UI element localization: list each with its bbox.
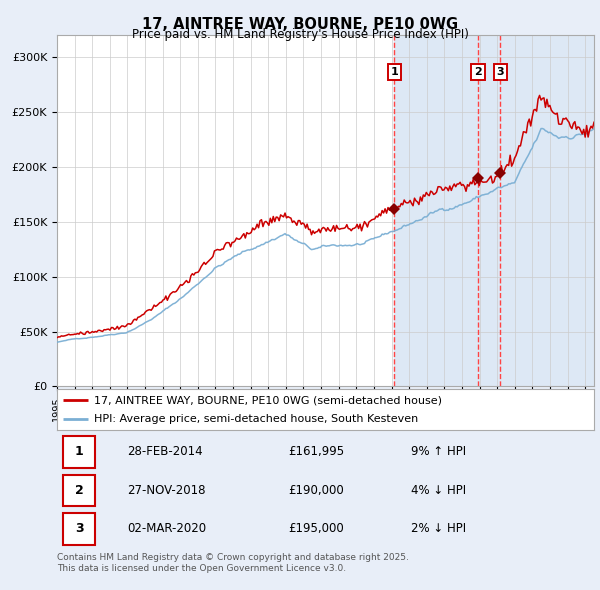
- Text: £195,000: £195,000: [288, 522, 344, 535]
- Text: HPI: Average price, semi-detached house, South Kesteven: HPI: Average price, semi-detached house,…: [94, 414, 418, 424]
- Text: 02-MAR-2020: 02-MAR-2020: [127, 522, 206, 535]
- Text: 28-FEB-2014: 28-FEB-2014: [127, 445, 202, 458]
- Text: 3: 3: [496, 67, 504, 77]
- Text: 3: 3: [75, 522, 83, 535]
- Text: 2: 2: [474, 67, 482, 77]
- Text: 4% ↓ HPI: 4% ↓ HPI: [412, 484, 467, 497]
- FancyBboxPatch shape: [64, 474, 95, 506]
- Text: 1: 1: [74, 445, 83, 458]
- Text: 1: 1: [391, 67, 398, 77]
- FancyBboxPatch shape: [64, 436, 95, 467]
- Text: 2: 2: [74, 484, 83, 497]
- Text: 27-NOV-2018: 27-NOV-2018: [127, 484, 205, 497]
- FancyBboxPatch shape: [64, 513, 95, 545]
- Bar: [394, 35, 600, 386]
- Text: Price paid vs. HM Land Registry's House Price Index (HPI): Price paid vs. HM Land Registry's House …: [131, 28, 469, 41]
- Text: £190,000: £190,000: [288, 484, 344, 497]
- Text: Contains HM Land Registry data © Crown copyright and database right 2025.
This d: Contains HM Land Registry data © Crown c…: [57, 553, 409, 573]
- Text: £161,995: £161,995: [288, 445, 344, 458]
- Text: 2% ↓ HPI: 2% ↓ HPI: [412, 522, 467, 535]
- Text: 17, AINTREE WAY, BOURNE, PE10 0WG (semi-detached house): 17, AINTREE WAY, BOURNE, PE10 0WG (semi-…: [94, 395, 442, 405]
- Text: 17, AINTREE WAY, BOURNE, PE10 0WG: 17, AINTREE WAY, BOURNE, PE10 0WG: [142, 17, 458, 31]
- Text: 9% ↑ HPI: 9% ↑ HPI: [412, 445, 467, 458]
